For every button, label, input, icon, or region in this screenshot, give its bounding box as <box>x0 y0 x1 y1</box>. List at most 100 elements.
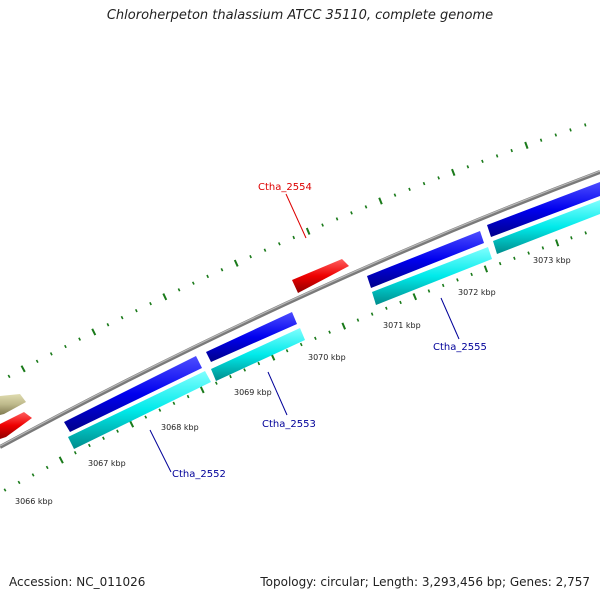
outer-tick-row <box>7 123 587 379</box>
minor-tick <box>466 165 470 169</box>
accession-label: Accession: <box>9 575 73 589</box>
major-tick <box>91 328 97 336</box>
minor-tick <box>257 361 261 366</box>
minor-tick <box>78 337 82 341</box>
genome-summary: Topology: circular; Length: 3,293,456 bp… <box>260 575 590 589</box>
major-tick <box>162 293 168 301</box>
kbp-label-3066: 3066 kbp <box>15 497 53 506</box>
minor-tick <box>427 289 431 293</box>
accession-info: Accession: NC_011026 <box>9 575 145 589</box>
gene-label-ctha-2553: Ctha_2553 <box>262 419 316 430</box>
minor-tick <box>249 254 252 259</box>
minor-tick <box>441 283 445 288</box>
minor-tick <box>299 342 303 347</box>
minor-tick <box>570 236 573 240</box>
minor-tick <box>385 306 388 310</box>
major-tick <box>199 386 205 394</box>
minor-tick <box>314 336 317 341</box>
major-tick <box>305 227 311 235</box>
kbp-label-3070: 3070 kbp <box>308 353 346 362</box>
minor-tick <box>584 231 587 235</box>
minor-tick <box>513 256 516 260</box>
minor-tick <box>177 288 181 292</box>
minor-tick <box>64 344 67 349</box>
kbp-label-3067: 3067 kbp <box>88 459 126 468</box>
feature-forward-cds <box>206 312 297 362</box>
minor-tick <box>470 272 473 277</box>
minor-tick <box>144 415 148 419</box>
minor-tick <box>277 242 281 246</box>
map-title: Chloroherpeton thalassium ATCC 35110, co… <box>106 8 494 23</box>
minor-tick <box>134 308 138 313</box>
minor-tick <box>73 451 77 455</box>
minor-tick <box>158 408 162 412</box>
feature-rna-left <box>0 412 32 439</box>
feature-reverse-cds-ctha-2555 <box>372 247 492 305</box>
minor-tick <box>364 205 368 209</box>
minor-tick <box>102 436 105 440</box>
minor-tick <box>393 193 397 197</box>
minor-tick <box>350 211 353 215</box>
minor-tick <box>149 301 152 306</box>
minor-tick <box>17 480 21 485</box>
gene-label-ctha-2552: Ctha_2552 <box>172 469 226 480</box>
minor-tick <box>31 473 35 477</box>
kbp-label-3072: 3072 kbp <box>458 288 496 297</box>
feature-other <box>0 394 26 415</box>
feature-rna-ctha-2554 <box>292 259 349 293</box>
major-tick <box>524 141 529 149</box>
major-tick <box>20 365 26 373</box>
feature-forward-cds <box>487 182 600 237</box>
major-tick <box>483 265 489 273</box>
major-tick <box>58 456 64 464</box>
minor-tick <box>527 251 530 255</box>
leader-lines <box>149 193 460 473</box>
minor-tick <box>45 465 49 470</box>
feature-reverse-cds-ctha-2552 <box>68 371 211 449</box>
minor-tick <box>214 381 218 385</box>
minor-tick <box>399 300 402 305</box>
major-tick <box>412 293 418 301</box>
genome-backbone-highlight <box>0 170 600 447</box>
minor-tick <box>87 443 91 448</box>
accession-value: NC_011026 <box>76 575 146 589</box>
major-tick <box>341 322 347 330</box>
minor-tick <box>422 181 426 186</box>
minor-tick <box>292 235 296 240</box>
minor-tick <box>554 133 558 137</box>
feature-forward-cds <box>64 356 202 432</box>
minor-tick <box>335 217 339 221</box>
minor-tick <box>243 368 247 372</box>
minor-tick <box>370 312 374 316</box>
minor-tick <box>541 246 545 250</box>
major-tick <box>378 197 383 205</box>
minor-tick <box>408 187 411 191</box>
minor-tick <box>356 318 360 322</box>
gene-label-ctha-2555: Ctha_2555 <box>433 342 487 353</box>
minor-tick <box>7 374 11 379</box>
genome-backbone <box>0 170 600 449</box>
minor-tick <box>495 154 499 158</box>
minor-tick <box>172 401 176 406</box>
minor-tick <box>206 274 210 279</box>
kbp-label-3073: 3073 kbp <box>533 256 571 265</box>
minor-tick <box>539 138 543 142</box>
minor-tick <box>328 330 331 334</box>
features <box>0 182 600 449</box>
minor-tick <box>263 248 267 252</box>
minor-tick <box>510 148 513 153</box>
major-tick <box>555 239 560 247</box>
minor-tick <box>3 488 7 492</box>
feature-forward-cds <box>367 231 484 288</box>
minor-tick <box>569 128 572 132</box>
minor-tick <box>285 349 289 353</box>
minor-tick <box>106 323 110 327</box>
minor-tick <box>321 223 324 227</box>
minor-tick <box>456 278 459 282</box>
major-tick <box>129 420 135 428</box>
major-tick <box>233 259 239 267</box>
feature-reverse-cds-ctha-2553 <box>211 328 305 381</box>
minor-tick <box>116 429 119 433</box>
minor-tick <box>49 352 53 356</box>
